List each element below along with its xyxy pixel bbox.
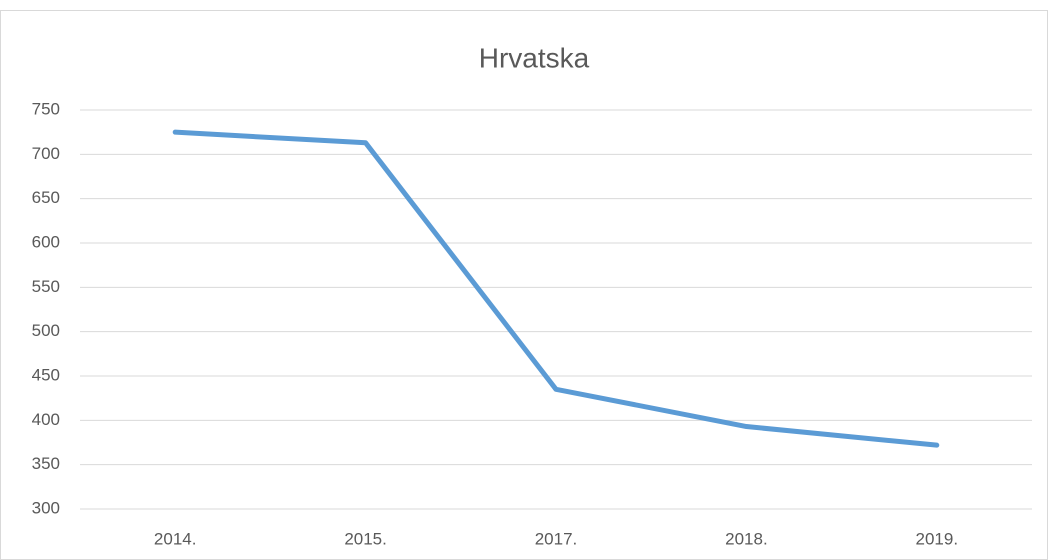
chart-border	[0, 10, 1048, 560]
y-tick-label: 500	[32, 321, 60, 340]
y-tick-label: 600	[32, 232, 60, 251]
chart-title: Hrvatska	[479, 42, 590, 73]
y-tick-label: 650	[32, 188, 60, 207]
y-tick-label: 450	[32, 365, 60, 384]
x-tick-label: 2014.	[154, 529, 197, 548]
y-tick-label: 750	[32, 99, 60, 118]
y-tick-label: 350	[32, 454, 60, 473]
y-tick-label: 400	[32, 410, 60, 429]
x-tick-label: 2019.	[916, 529, 959, 548]
y-tick-label: 550	[32, 277, 60, 296]
x-tick-label: 2015.	[344, 529, 387, 548]
line-series	[172, 129, 940, 448]
y-tick-label: 700	[32, 144, 60, 163]
x-tick-label: 2018.	[725, 529, 768, 548]
y-tick-label: 300	[32, 498, 60, 517]
x-tick-label: 2017.	[535, 529, 578, 548]
